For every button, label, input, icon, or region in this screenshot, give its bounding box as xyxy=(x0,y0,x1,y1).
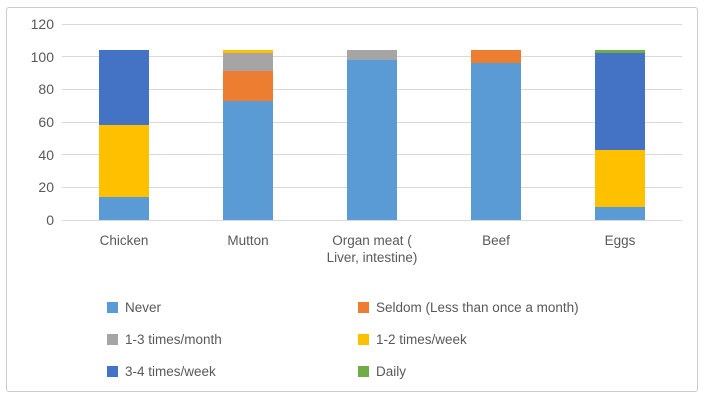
bar-chicken xyxy=(99,24,149,220)
bar-segment-1-2-times-week xyxy=(595,149,645,207)
bar-eggs xyxy=(595,24,645,220)
gridline-y-120 xyxy=(62,23,682,25)
y-tick-label-100: 100 xyxy=(30,48,54,65)
legend-swatch-icon xyxy=(107,366,118,377)
bar-segment-1-3-times-month xyxy=(223,53,273,72)
legend-swatch-icon xyxy=(358,366,369,377)
y-tick-label-0: 0 xyxy=(46,212,54,228)
x-category-label: Beef xyxy=(482,233,510,248)
legend-item-never: Never xyxy=(107,300,161,316)
legend-label: Daily xyxy=(376,364,407,379)
bar-segment-never xyxy=(347,59,397,220)
bar-segment-3-4-times-week xyxy=(595,53,645,150)
legend-swatch-icon xyxy=(358,334,369,345)
x-category-label: Eggs xyxy=(604,233,636,248)
legend-swatch-icon xyxy=(358,302,369,313)
bar-segment-seldom-less-than-once-a-month xyxy=(223,71,273,101)
legend-label: 1-3 times/month xyxy=(125,332,222,347)
legend-swatch-icon xyxy=(107,302,118,313)
legend-label: Never xyxy=(125,300,162,315)
x-category-label: Organ meat ( Liver, intestine) xyxy=(326,233,418,265)
bar-segment-daily xyxy=(595,50,645,54)
bar-mutton xyxy=(223,24,273,220)
y-tick-label-40: 40 xyxy=(38,146,54,163)
bar-segment-never xyxy=(471,63,521,220)
x-category-label: Chicken xyxy=(99,233,149,248)
legend-item-seldom-less-than-once-a-month: Seldom (Less than once a month) xyxy=(358,300,579,316)
bar-beef xyxy=(471,24,521,220)
bar-organ-meat-liver-intestine xyxy=(347,24,397,220)
bar-segment-seldom-less-than-once-a-month xyxy=(471,50,521,64)
bar-segment-1-3-times-month xyxy=(347,50,397,60)
y-tick-label-120: 120 xyxy=(30,16,54,32)
plot-area xyxy=(62,23,682,221)
legend-item-1-2-times-week: 1-2 times/week xyxy=(358,332,467,348)
legend-label: 1-2 times/week xyxy=(376,332,467,347)
bar-segment-3-4-times-week xyxy=(99,50,149,126)
legend-item-1-3-times-month: 1-3 times/month xyxy=(107,332,222,348)
bar-segment-never xyxy=(595,206,645,220)
gridline-y-0 xyxy=(62,219,682,221)
legend-label: 3-4 times/week xyxy=(125,364,216,379)
legend-item-daily: Daily xyxy=(358,364,406,380)
bar-segment-1-2-times-week xyxy=(99,125,149,198)
bar-segment-never xyxy=(99,197,149,220)
y-tick-label-20: 20 xyxy=(38,179,54,196)
y-tick-label-60: 60 xyxy=(38,114,54,130)
y-tick-label-80: 80 xyxy=(38,81,54,98)
legend-item-3-4-times-week: 3-4 times/week xyxy=(107,364,216,380)
legend-label: Seldom (Less than once a month) xyxy=(376,300,579,315)
legend-swatch-icon xyxy=(107,334,118,345)
bar-segment-1-2-times-week xyxy=(223,50,273,54)
bar-segment-never xyxy=(223,100,273,220)
x-category-label: Mutton xyxy=(227,233,269,248)
